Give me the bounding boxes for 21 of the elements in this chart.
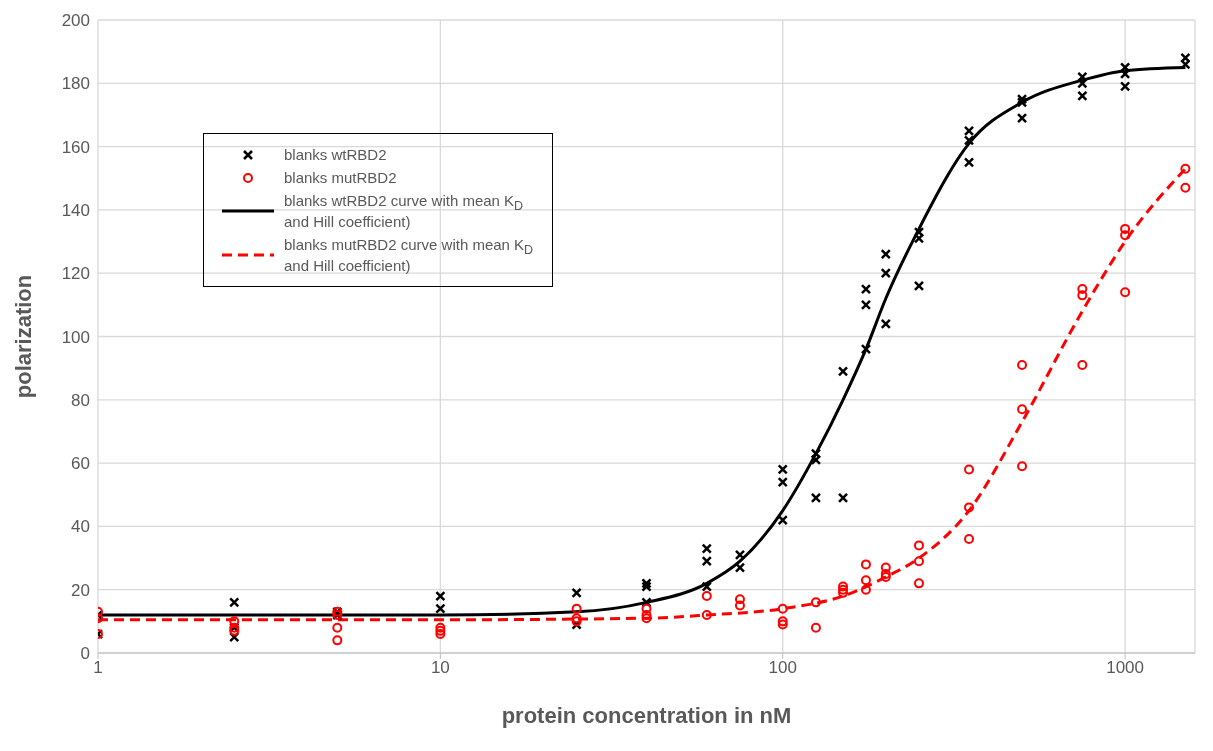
y-tick-label: 200	[61, 11, 90, 31]
x-tick-label: 1	[93, 658, 103, 678]
y-tick-label: 140	[61, 200, 90, 220]
y-tick-label: 180	[61, 74, 90, 94]
y-tick-label: 100	[61, 327, 90, 347]
y-tick-label: 160	[61, 137, 90, 157]
y-tick-label: 60	[71, 454, 90, 474]
y-axis-title: polarization	[10, 274, 36, 399]
y-tick-label: 120	[61, 264, 90, 284]
text: blanks mutRBD2 curve with mean K$_{D}$ and Hill coefficient)	[284, 236, 534, 274]
y-tick-label: 20	[71, 580, 90, 600]
x-axis-title: protein concentration in nM	[501, 703, 792, 728]
x-tick-label: 1000	[1106, 658, 1145, 678]
y-tick-label: 0	[80, 644, 90, 664]
x-tick-label: 100	[768, 658, 797, 678]
y-tick-label: 40	[71, 517, 90, 537]
text: blanks wtRBD2 curve with mean K$_{D}$ and Hill coefficient)	[284, 192, 524, 230]
legend-label: blanks wtRBD2	[284, 146, 387, 163]
x-tick-label: 10	[430, 658, 450, 678]
y-tick-label: 80	[71, 390, 90, 410]
legend-label: blanks mutRBD2	[284, 169, 397, 186]
